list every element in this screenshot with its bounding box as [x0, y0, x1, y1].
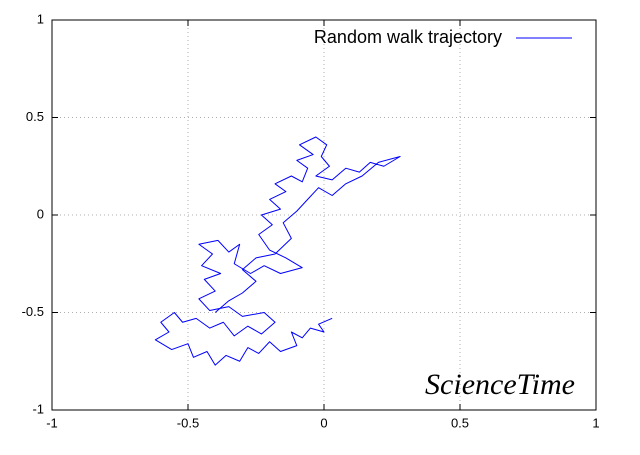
y-tick-label: -0.5: [22, 304, 44, 319]
x-tick-label: -1: [46, 415, 58, 430]
y-tick-label: 0: [37, 206, 44, 221]
plot-frame: [51, 19, 597, 411]
trajectory-line: [154, 136, 401, 366]
y-tick-label: 1: [37, 11, 44, 26]
x-tick-label: 0.5: [451, 415, 469, 430]
watermark: ScienceTime: [425, 368, 575, 401]
y-tick-label: 0.5: [26, 109, 44, 124]
x-tick-label: 0: [320, 415, 327, 430]
x-tick-label: -0.5: [177, 415, 199, 430]
plot: -1 -0.5 0 0.5 1 -1 -0.5 0 0.5 1 Random walk trajec…: [22, 11, 600, 430]
x-tick-label: 1: [592, 415, 599, 430]
y-tick-label: -1: [32, 401, 44, 416]
legend-label: Random walk trajectory: [314, 27, 502, 47]
